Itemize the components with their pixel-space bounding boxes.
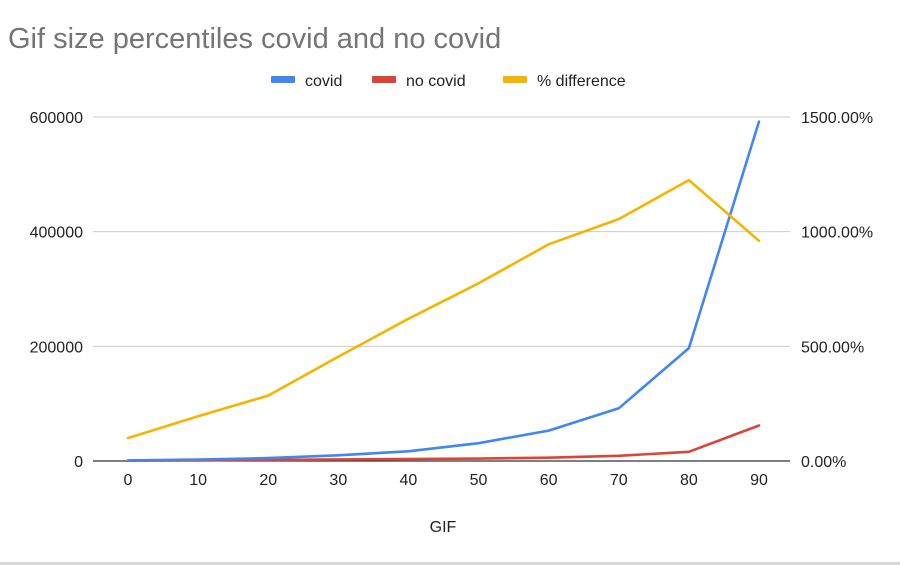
y-left-tick-label: 600000 [30,110,83,127]
chart-title: Gif size percentiles covid and no covid [8,23,501,55]
legend: covid no covid % difference [271,73,626,90]
series-layer [126,120,761,463]
series-line-difference [126,178,761,440]
y-right-tick-label: 500.00% [801,339,864,356]
y-left-tick-label: 200000 [30,339,83,356]
legend-swatch [271,76,295,83]
x-tick-label: 60 [540,472,558,489]
x-tick-label: 0 [124,472,133,489]
y-right-tick-label: 1000.00% [801,225,873,242]
x-tick-label: 90 [750,472,768,489]
x-axis: 0 10 20 30 40 50 60 70 80 90 [124,472,768,489]
legend-label: % difference [537,73,626,90]
gridlines [93,116,790,462]
y-right-tick-label: 1500.00% [801,110,873,127]
series-line-no-covid [126,424,761,463]
legend-label: no covid [406,73,466,90]
y-axis-left: 0 200000 400000 600000 [30,110,83,471]
legend-swatch [503,76,527,83]
x-tick-label: 80 [680,472,698,489]
legend-label: covid [305,73,342,90]
legend-item-no-covid: no covid [372,73,466,90]
legend-item-difference: % difference [503,73,626,90]
y-right-tick-label: 0.00% [801,454,846,471]
x-tick-label: 70 [610,472,628,489]
x-tick-label: 10 [189,472,207,489]
bottom-divider [0,562,900,565]
x-axis-title: GIF [430,519,457,536]
x-tick-label: 40 [400,472,418,489]
y-left-tick-label: 400000 [30,225,83,242]
x-tick-label: 50 [470,472,488,489]
x-tick-label: 20 [259,472,277,489]
legend-swatch [372,76,396,83]
legend-item-covid: covid [271,73,342,90]
y-left-tick-label: 0 [74,454,83,471]
y-axis-right: 0.00% 500.00% 1000.00% 1500.00% [801,110,873,471]
series-line-covid [126,120,761,462]
x-tick-label: 30 [329,472,347,489]
